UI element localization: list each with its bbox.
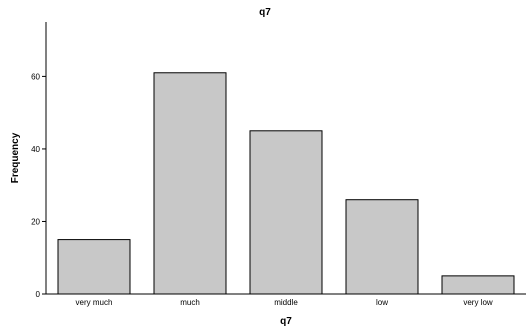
bar [153,72,227,295]
y-tick-label: 60 [31,72,40,81]
x-tick-label: very much [76,298,113,307]
bar [441,275,515,295]
x-tick-label: middle [274,298,298,307]
x-tick-label: low [376,298,388,307]
bar [57,239,131,295]
y-axis-title: Frequency [10,132,21,183]
bar [249,130,323,295]
y-tick-label: 40 [31,145,40,154]
chart-title: q7 [259,7,271,18]
x-tick-label: much [180,298,200,307]
plot-area: 0 20 40 60 very much much middle low very low [31,22,526,307]
y-tick-label: 20 [31,217,40,226]
x-axis-title: q7 [280,316,292,327]
y-tick-label: 0 [36,290,41,299]
x-tick-label: very low [463,298,493,307]
bar [345,199,419,295]
